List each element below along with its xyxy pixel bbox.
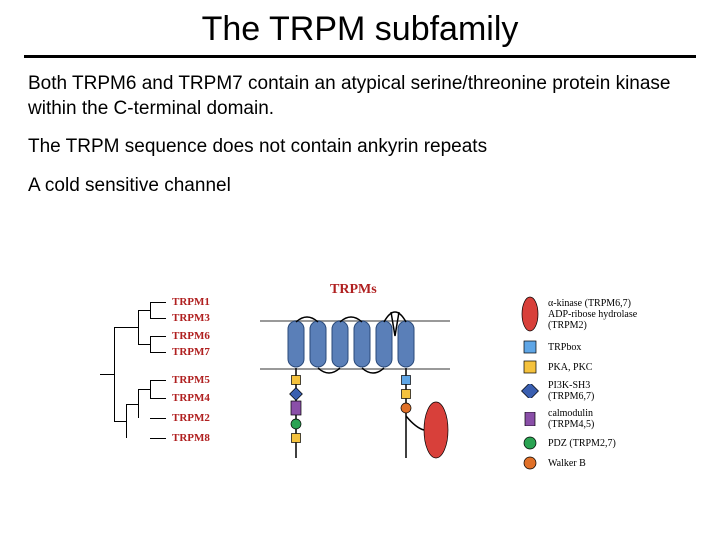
legend-calmod: calmodulin (TRPM4,5) — [520, 408, 594, 430]
legend-pi3k-label: PI3K-SH3 (TRPM6,7) — [548, 380, 594, 402]
paragraph-1: Both TRPM6 and TRPM7 contain an atypical… — [0, 72, 720, 121]
legend-pka-label: PKA, PKC — [548, 362, 592, 373]
legend-pdz: PDZ (TRPM2,7) — [520, 436, 616, 450]
legend-walker-label: Walker B — [548, 458, 586, 469]
legend-alpha-label: α-kinase (TRPM6,7) ADP-ribose hydrolase … — [548, 298, 637, 331]
legend-alpha: α-kinase (TRPM6,7) ADP-ribose hydrolase … — [520, 296, 637, 332]
legend-pi3k: PI3K-SH3 (TRPM6,7) — [520, 380, 594, 402]
legend-pdz-icon — [520, 436, 542, 450]
legend-walker-icon — [520, 456, 542, 470]
legend-alpha-icon — [520, 296, 542, 332]
legend-trpbox-icon — [520, 340, 542, 354]
paragraph-2: The TRPM sequence does not contain ankyr… — [0, 135, 720, 160]
legend-trpbox-label: TRPbox — [548, 342, 581, 353]
legend-calmod-icon — [520, 412, 542, 426]
legend-pi3k-icon — [520, 384, 542, 398]
legend-pdz-label: PDZ (TRPM2,7) — [548, 438, 616, 449]
title-underline — [24, 55, 696, 58]
paragraph-3: A cold sensitive channel — [0, 174, 720, 199]
page-title: The TRPM subfamily — [0, 0, 720, 55]
legend-walker: Walker B — [520, 456, 586, 470]
legend-trpbox: TRPbox — [520, 340, 581, 354]
legend-pka: PKA, PKC — [520, 360, 592, 374]
legend-pka-icon — [520, 360, 542, 374]
legend-calmod-label: calmodulin (TRPM4,5) — [548, 408, 594, 430]
diagram: TRPM1TRPM3TRPM6TRPM7TRPM5TRPM4TRPM2TRPM8… — [0, 290, 720, 530]
